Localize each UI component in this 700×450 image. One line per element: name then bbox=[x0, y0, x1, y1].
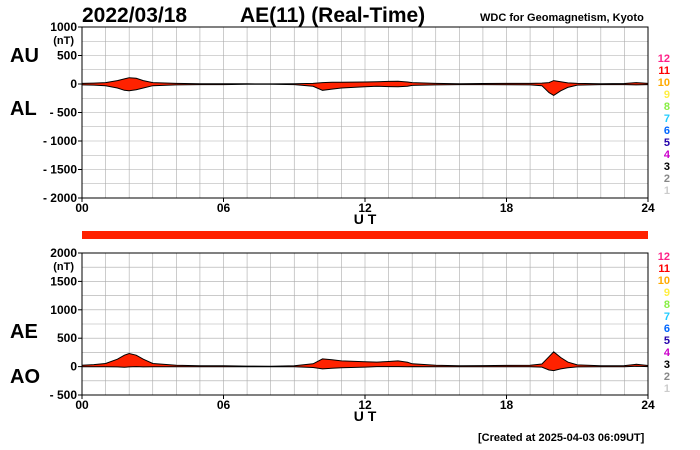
y-tick-label: - 1500 bbox=[43, 163, 77, 177]
x-axis-label: U T bbox=[354, 211, 377, 227]
y-tick-label: - 1000 bbox=[43, 134, 77, 148]
series-line-ae bbox=[81, 351, 649, 367]
y-tick-label: - 2000 bbox=[43, 191, 77, 205]
y-tick-label: 0 bbox=[70, 77, 77, 91]
plot-title: AE(11) (Real-Time) bbox=[240, 4, 426, 27]
station-legend-item: 9 bbox=[664, 287, 670, 299]
y-tick-label: 1000 bbox=[50, 303, 77, 317]
index-label-ae: AE bbox=[10, 321, 38, 343]
x-tick-label: 06 bbox=[217, 398, 231, 412]
station-legend-item: 4 bbox=[664, 149, 671, 161]
station-legend-item: 5 bbox=[664, 137, 670, 149]
series-line-au bbox=[81, 77, 649, 85]
y-unit-label: (nT) bbox=[53, 261, 74, 273]
x-tick-label: 18 bbox=[500, 398, 514, 412]
station-legend-item: 1 bbox=[664, 185, 670, 197]
station-legend-item: 8 bbox=[664, 299, 670, 311]
data-status-bar bbox=[82, 231, 648, 239]
series-line-ao bbox=[82, 365, 649, 372]
y-tick-label: 1500 bbox=[50, 274, 77, 288]
panel-1 bbox=[78, 26, 649, 202]
station-legend-item: 7 bbox=[664, 113, 670, 125]
y-tick-label: - 500 bbox=[50, 388, 78, 402]
y-tick-label: 1000 bbox=[50, 20, 77, 34]
station-legend-item: 11 bbox=[658, 263, 670, 275]
station-legend-item: 1 bbox=[664, 383, 670, 395]
station-legend-item: 3 bbox=[664, 359, 670, 371]
index-label-al: AL bbox=[10, 98, 37, 120]
index-label-ao: AO bbox=[10, 366, 40, 388]
x-tick-label: 24 bbox=[641, 398, 655, 412]
station-legend-item: 3 bbox=[664, 161, 670, 173]
provider-label: WDC for Geomagnetism, Kyoto bbox=[480, 12, 644, 24]
station-legend-item: 12 bbox=[658, 53, 670, 65]
y-unit-label: (nT) bbox=[53, 35, 74, 47]
index-label-au: AU bbox=[10, 45, 39, 67]
station-legend-item: 6 bbox=[664, 125, 670, 137]
y-tick-label: - 500 bbox=[50, 106, 78, 120]
station-legend-item: 4 bbox=[664, 347, 671, 359]
station-legend-item: 7 bbox=[664, 311, 670, 323]
station-legend-item: 8 bbox=[664, 101, 670, 113]
x-axis-label: U T bbox=[354, 408, 377, 424]
station-legend-item: 2 bbox=[664, 173, 670, 185]
x-tick-label: 18 bbox=[500, 201, 514, 215]
date-title: 2022/03/18 bbox=[82, 4, 188, 27]
station-legend-item: 10 bbox=[658, 77, 670, 89]
station-legend-item: 10 bbox=[658, 275, 670, 287]
y-tick-label: 0 bbox=[70, 360, 77, 374]
y-tick-label: 500 bbox=[57, 331, 77, 345]
series-line-al bbox=[81, 83, 649, 96]
station-legend-item: 11 bbox=[658, 65, 670, 77]
x-tick-label: 24 bbox=[641, 201, 655, 215]
panel-2 bbox=[78, 252, 649, 399]
y-tick-label: 2000 bbox=[50, 246, 77, 260]
y-tick-label: 500 bbox=[57, 49, 77, 63]
created-timestamp: [Created at 2025-04-03 06:09UT] bbox=[478, 432, 645, 444]
station-legend-item: 2 bbox=[664, 371, 670, 383]
x-tick-label: 00 bbox=[75, 398, 89, 412]
station-legend-item: 5 bbox=[664, 335, 670, 347]
station-legend-item: 12 bbox=[658, 251, 670, 263]
station-legend-item: 6 bbox=[664, 323, 670, 335]
station-legend-item: 9 bbox=[664, 89, 670, 101]
x-tick-label: 00 bbox=[75, 201, 89, 215]
x-tick-label: 12 bbox=[358, 201, 372, 215]
x-tick-label: 12 bbox=[358, 398, 372, 412]
x-tick-label: 06 bbox=[217, 201, 231, 215]
